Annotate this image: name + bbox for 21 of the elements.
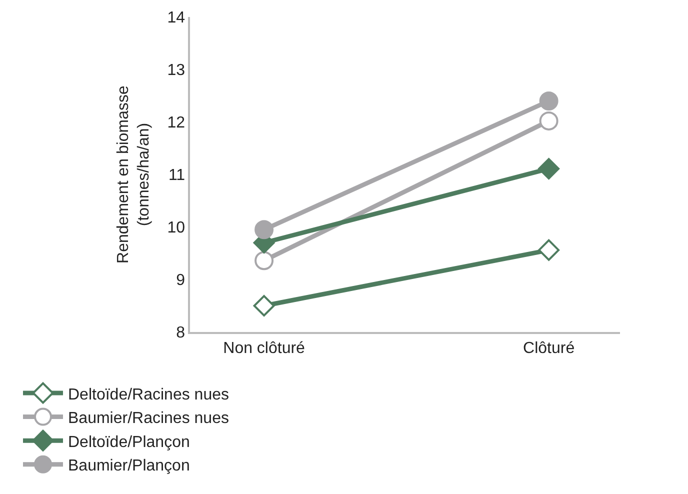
point <box>254 220 274 240</box>
y-tick-label: 8 <box>176 324 186 342</box>
x-tick-label: Non clôturé <box>223 340 306 357</box>
point <box>538 158 560 180</box>
point <box>539 111 558 130</box>
y-tick-label: 12 <box>167 114 186 132</box>
y-tick-label: 13 <box>167 62 186 80</box>
legend-label: Deltoïde/Racines nues <box>68 386 229 404</box>
y-tick-label: 14 <box>167 10 186 27</box>
legend-label: Baumier/Racines nues <box>68 410 229 428</box>
y-axis-title: Rendement en biomasse (tonnes/ha/an) <box>114 85 153 264</box>
legend-label: Deltoïde/Plançon <box>68 434 190 451</box>
point <box>538 239 560 261</box>
y-tick-label: 10 <box>167 220 186 237</box>
x-tick-label: Clôturé <box>523 340 575 357</box>
point <box>254 251 274 270</box>
point <box>539 92 558 110</box>
y-tick-label: 9 <box>176 272 186 290</box>
legend-label: Baumier/Plançon <box>68 458 190 475</box>
point <box>253 295 275 316</box>
y-tick-label: 11 <box>168 167 186 184</box>
